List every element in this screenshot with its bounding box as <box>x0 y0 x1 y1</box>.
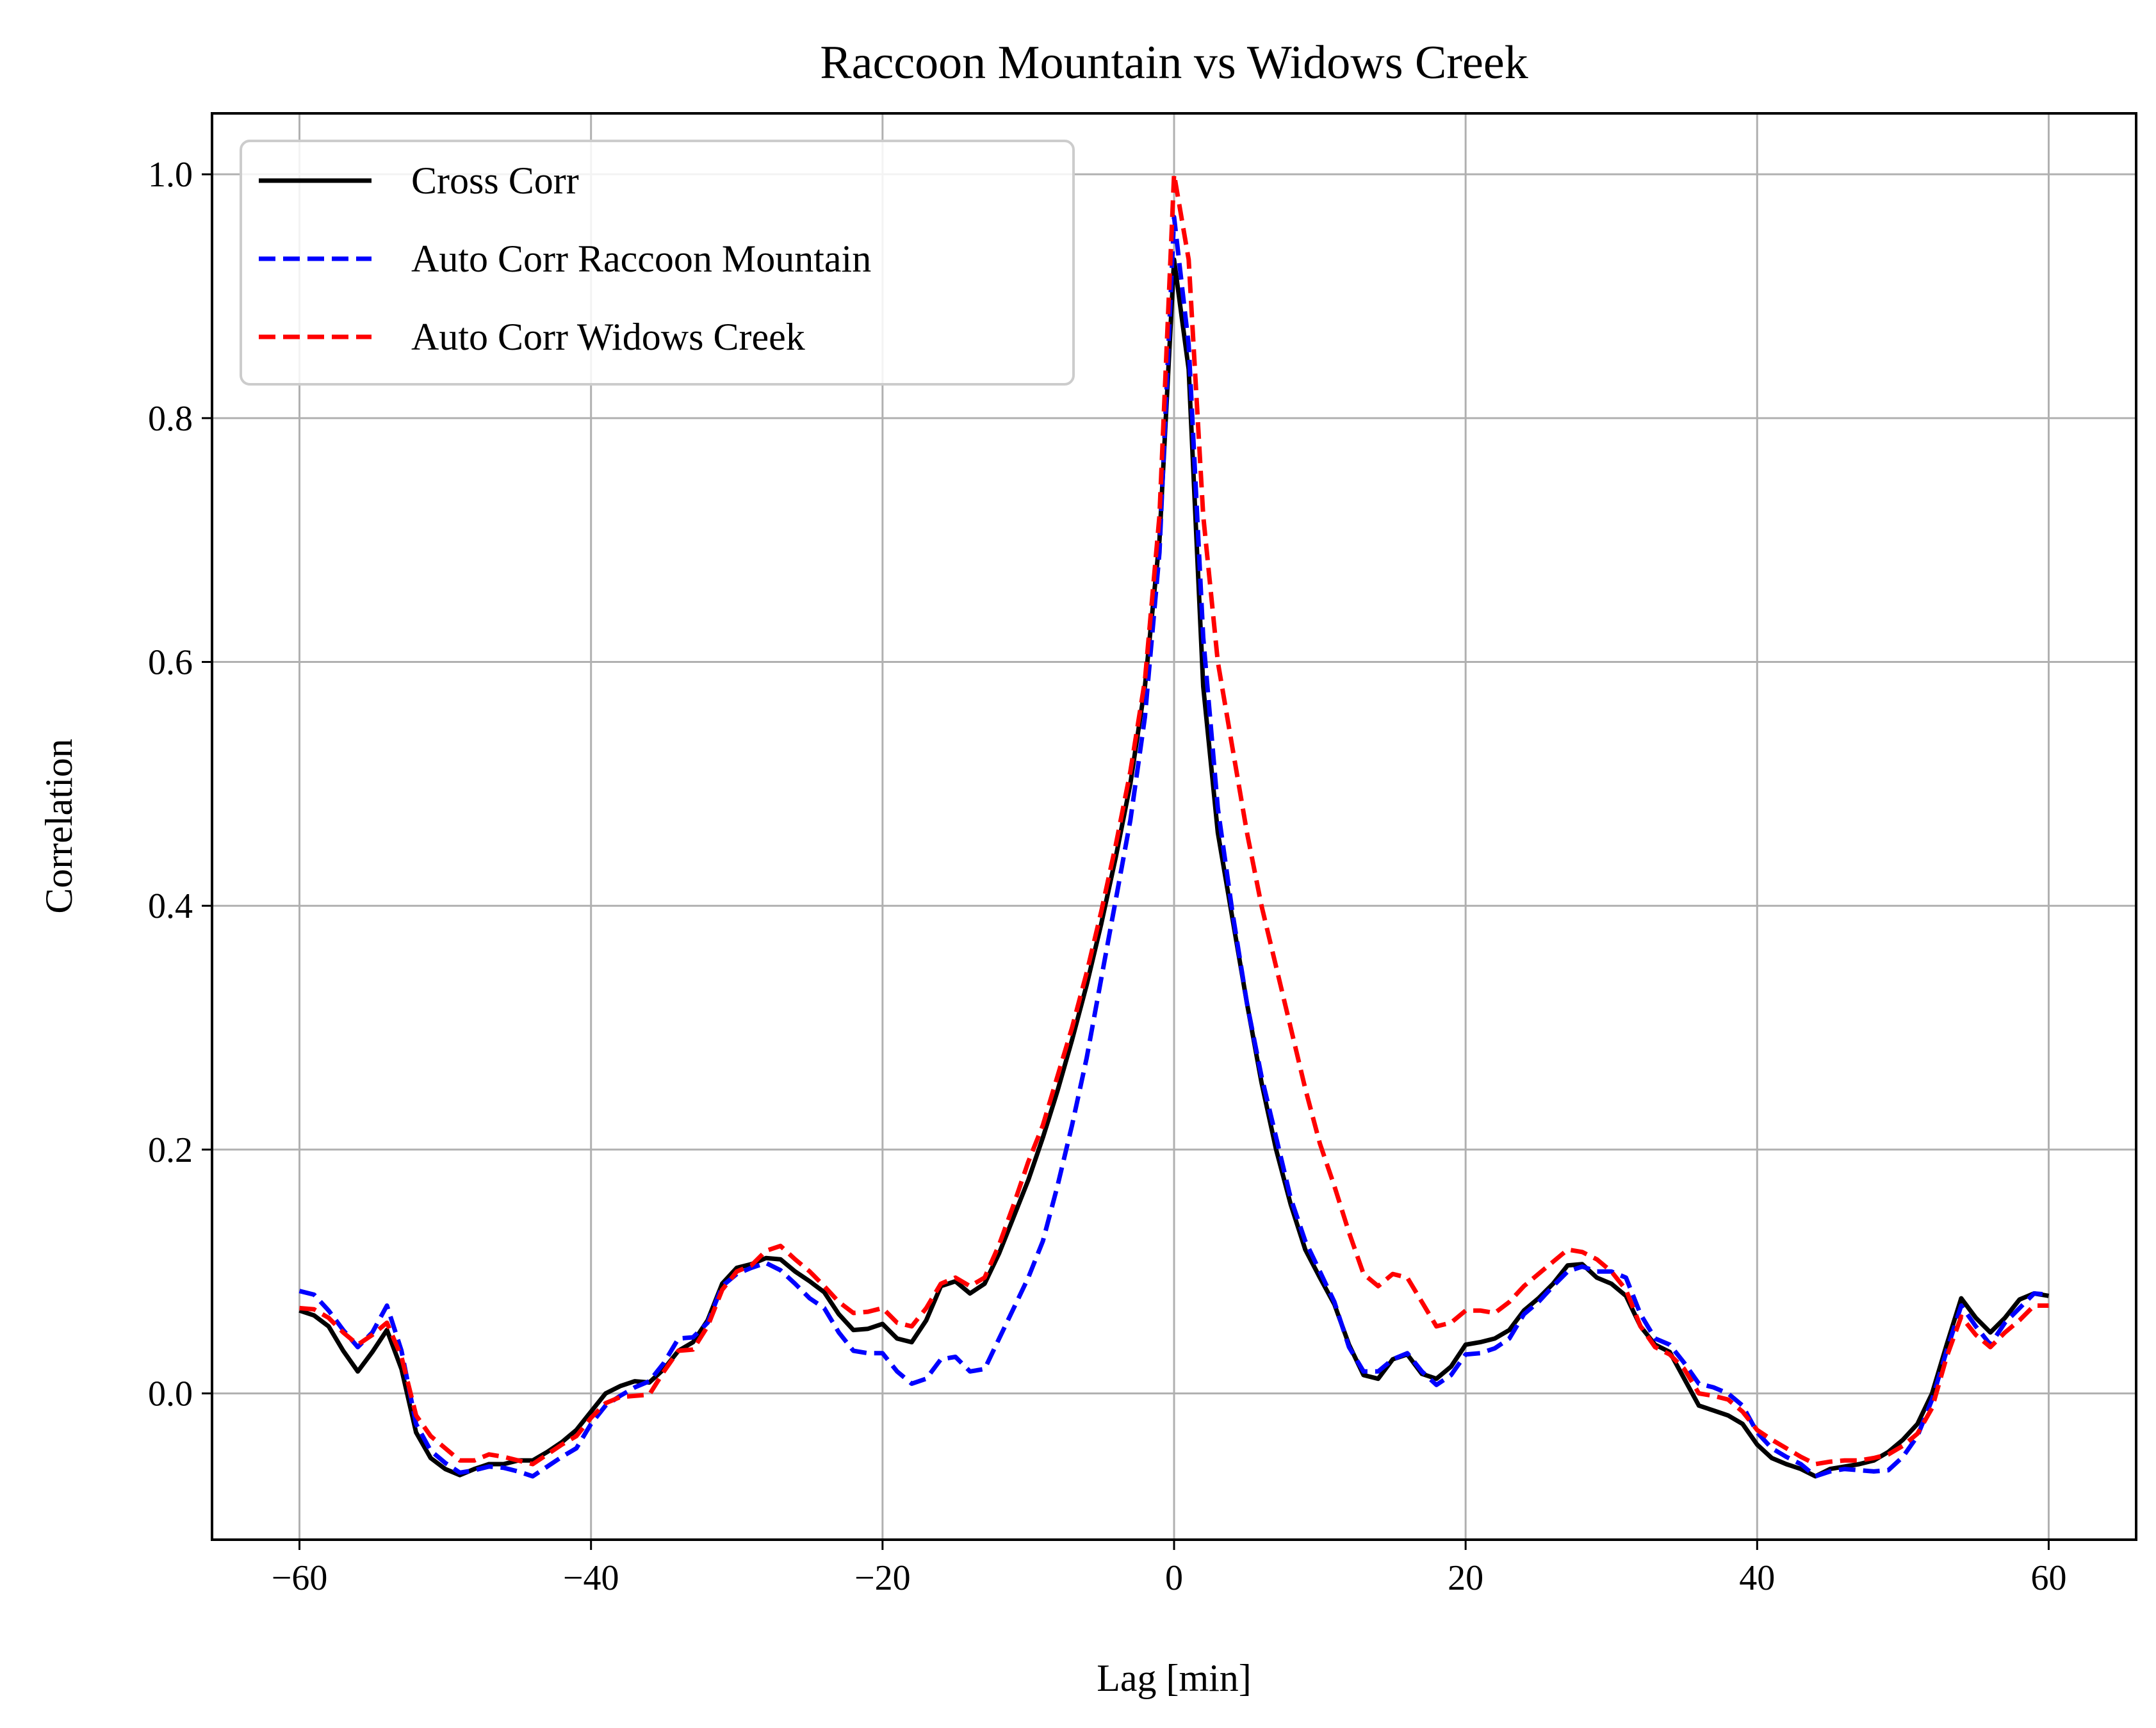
y-tick-label: 1.0 <box>148 155 193 195</box>
y-axis-label: Correlation <box>38 738 80 913</box>
legend-label-3: Auto Corr Widows Creek <box>411 316 805 358</box>
x-tick-label: 40 <box>1739 1558 1775 1598</box>
y-tick-label: 0.6 <box>148 643 193 683</box>
y-tick-label: 0.8 <box>148 399 193 439</box>
legend-label-2: Auto Corr Raccoon Mountain <box>411 238 871 280</box>
x-tick-label: −40 <box>563 1558 619 1598</box>
chart-title: Raccoon Mountain vs Widows Creek <box>820 37 1528 89</box>
axis-ticks: −60 −40 −20 0 20 40 60 0.0 0.2 0.4 0.6 0.8 1.0 <box>148 155 2066 1598</box>
x-tick-label: 0 <box>1165 1558 1183 1598</box>
x-axis-label: Lag [min] <box>1097 1657 1252 1699</box>
series-line-3 <box>299 172 2049 1467</box>
legend-label-1: Cross Corr <box>411 159 579 202</box>
legend-box <box>240 140 1075 386</box>
x-tick-label: 20 <box>1448 1558 1483 1598</box>
x-tick-label: 60 <box>2030 1558 2066 1598</box>
x-tick-label: −20 <box>854 1558 911 1598</box>
legend: Cross Corr Auto Corr Raccoon Mountain Auto… <box>240 140 1075 386</box>
series-lines <box>298 172 2050 1479</box>
y-tick-label: 0.2 <box>148 1130 193 1170</box>
x-tick-label: −60 <box>272 1558 328 1598</box>
y-tick-label: 0.4 <box>148 886 193 926</box>
y-tick-label: 0.0 <box>148 1374 193 1414</box>
